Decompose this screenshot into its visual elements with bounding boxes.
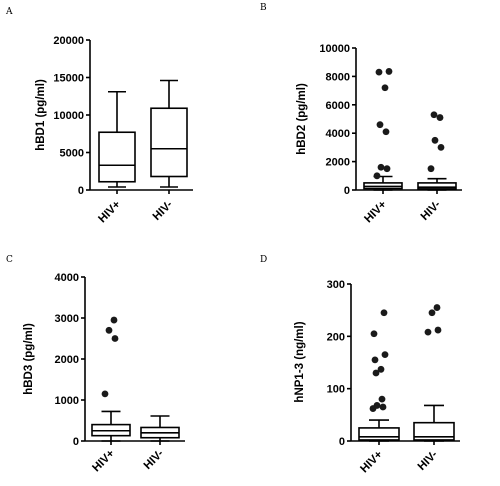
- panel-letter: B: [260, 3, 267, 13]
- category-label: HIV-: [142, 448, 166, 472]
- y-tick-label: 3000: [55, 313, 79, 325]
- box-hivpos: HIV+: [362, 68, 403, 225]
- y-tick-label: 10000: [53, 110, 84, 122]
- panel-letter: D: [260, 255, 267, 265]
- outlier-point: [378, 395, 386, 403]
- category-label: HIV+: [358, 448, 385, 475]
- outlier-point: [385, 68, 393, 75]
- category-label: HIV-: [416, 449, 440, 473]
- iqr-box: [417, 182, 457, 190]
- category-label: HIV+: [96, 198, 123, 225]
- y-axis-title: hBD2 (pg/ml): [296, 83, 308, 155]
- outlier-point: [101, 390, 109, 398]
- outlier-point: [433, 304, 441, 311]
- y-axis-title: hBD3 (pg/ml): [23, 323, 35, 395]
- outlier-point: [436, 114, 444, 121]
- outlier-point: [373, 172, 381, 180]
- y-tick-label: 20000: [53, 35, 84, 47]
- outlier-point: [375, 68, 383, 76]
- outlier-point: [427, 165, 435, 173]
- iqr-box: [150, 107, 188, 178]
- y-tick-label: 0: [339, 436, 345, 448]
- outlier-point: [372, 369, 380, 377]
- iqr-box: [358, 427, 400, 441]
- panel-letter: C: [6, 255, 13, 265]
- outlier-point: [380, 309, 388, 317]
- y-axis-title: hBD1 (pg/ml): [35, 79, 47, 151]
- y-tick-label: 5000: [60, 148, 84, 160]
- category-label: HIV+: [362, 198, 389, 225]
- outlier-point: [430, 111, 438, 119]
- outlier-point: [370, 330, 378, 338]
- outlier-point: [424, 328, 432, 336]
- outlier-point: [382, 128, 390, 136]
- box-hivpos: HIV+: [96, 90, 136, 225]
- panel-a: A 0 5000 10000 15000 20000 hBD1 (pg/ml) HIV+ HIV…: [5, 7, 193, 225]
- outlier-point: [431, 136, 439, 144]
- iqr-box: [98, 131, 136, 183]
- panel-b: B 0 2000 4000 6000 8000 10000 hBD2 (pg/ml) HIV+ H…: [260, 3, 462, 225]
- y-tick-label: 0: [344, 185, 350, 197]
- outlier-point: [381, 84, 389, 92]
- y-tick-label: 2000: [55, 354, 79, 366]
- outlier-point: [434, 326, 442, 334]
- category-label: HIV-: [151, 199, 175, 223]
- panel-c: C 0 1000 2000 3000 4000 hBD3 (pg/ml) HIV+ HIV-: [6, 255, 185, 474]
- y-tick-label: 200: [327, 331, 345, 343]
- outlier-point: [379, 403, 387, 411]
- y-tick-label: 0: [78, 185, 84, 197]
- outlier-point: [428, 309, 436, 317]
- outlier-point: [111, 335, 119, 342]
- category-label: HIV-: [419, 199, 443, 223]
- panel-letter: A: [5, 7, 13, 17]
- box-hivneg: HIV-: [150, 79, 188, 223]
- box-hivpos: HIV+: [90, 316, 131, 474]
- y-tick-label: 1000: [55, 395, 79, 407]
- y-tick-label: 4000: [55, 272, 79, 284]
- outlier-point: [373, 402, 381, 409]
- y-tick-label: 300: [327, 279, 345, 291]
- outlier-point: [376, 121, 384, 129]
- panel-d: D 0 100 200 300 hNP1-3 (ng/ml) HIV+ HIV-: [260, 255, 460, 475]
- y-axis-title: hNP1-3 (ng/ml): [294, 321, 306, 402]
- y-tick-label: 100: [327, 384, 345, 396]
- y-tick-label: 4000: [326, 128, 350, 140]
- y-tick-label: 8000: [326, 71, 350, 83]
- box-hivneg: HIV-: [417, 111, 457, 223]
- outlier-point: [381, 351, 389, 359]
- iqr-box: [413, 421, 455, 441]
- outlier-point: [105, 326, 113, 334]
- outlier-point: [383, 165, 391, 173]
- outlier-point: [377, 365, 385, 373]
- outlier-point: [110, 316, 118, 324]
- outlier-point: [371, 356, 379, 364]
- category-label: HIV+: [90, 447, 117, 474]
- box-hivneg: HIV-: [413, 304, 455, 473]
- y-tick-label: 2000: [326, 157, 350, 169]
- y-tick-label: 6000: [326, 100, 350, 112]
- y-tick-label: 15000: [53, 73, 84, 85]
- outlier-point: [377, 163, 385, 171]
- y-tick-label: 10000: [319, 43, 350, 55]
- box-hivpos: HIV+: [358, 309, 400, 475]
- box-hivneg: HIV-: [140, 415, 180, 472]
- outlier-point: [437, 144, 445, 151]
- y-tick-label: 0: [73, 436, 79, 448]
